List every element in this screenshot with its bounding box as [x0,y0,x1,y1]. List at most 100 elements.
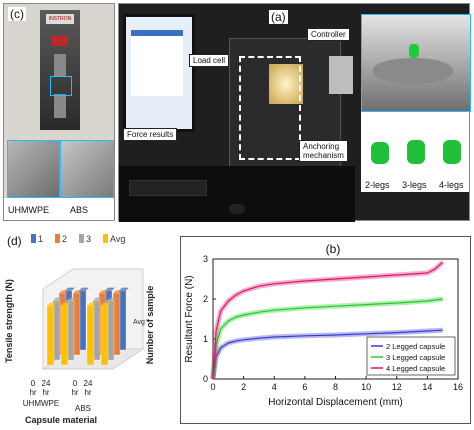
bar-chart-3d: (d) 1 2 3 Avg Tensile strength (N) Number of s… [4,234,155,425]
bar-3d-top [79,287,89,291]
capsule-4-legs [443,140,461,164]
x-tick-label: 14 [422,382,432,392]
legend-entry-d: 2 [62,234,67,244]
series-line-2 [212,298,443,380]
anchoring-line1: Anchoring [303,142,340,151]
x-tick-label: 8 [333,382,338,392]
x-tick-label: 2 [241,382,246,392]
x-tick-label: 12 [392,382,402,392]
z-tick-avg: Avg [133,319,145,326]
callout-controller: Controller [307,28,350,41]
green-capsule-inset [409,44,419,58]
x-tick-label: 16 [453,382,463,392]
y-axis-label: Resultant Force (N) [184,275,195,362]
keyboard [129,180,207,196]
capsule-3-legs [407,140,425,164]
bar-3d-top [65,287,75,291]
bar-3d-top [87,302,97,306]
legend-entry-d: Avg [110,234,125,244]
bar-3d-top [47,302,57,306]
y-tick-label: 1 [203,334,208,344]
label-abs: ABS [70,205,89,215]
monitor-screen-plot [131,30,183,96]
bar-3d [86,305,95,366]
bar-3d [60,305,69,366]
callout-anchoring: Anchoring mechanism [299,140,348,162]
bar-3d-top [101,302,111,306]
y-tick-label: 0 [203,374,208,384]
hour-tick: 0 [73,379,78,388]
x-axis-label: Horizontal Displacement (mm) [268,397,402,408]
x-tick-label: 0 [210,382,215,392]
legend-swatch-d [31,234,36,243]
bar-3d-top [59,290,69,294]
label-3-legs: 3-legs [402,180,427,190]
legend-box [366,336,456,376]
x-axis-label-d: Capsule material [25,415,97,425]
machine-frame [229,38,341,190]
anchoring-line2: mechanism [303,151,344,160]
label-4-legs: 4-legs [439,180,464,190]
load-cell-red [52,36,68,46]
grip-lower [54,94,66,118]
grip-upper [54,54,66,76]
inset-abs [60,140,114,198]
bar-3d-top [53,297,63,301]
bar-3d-top [107,297,117,301]
mouse [229,204,245,214]
panel-b: (b) 0 2 4 6 8 10 12 14 16 0 1 2 3 Horizontal Displacem… [180,236,471,424]
hour-tick: 24 [84,379,93,388]
x-tick-label: 4 [272,382,277,392]
grip-plate [373,58,453,84]
label-uhmwpe: UHMWPE [8,205,49,215]
hour-unit: hr [84,388,91,397]
z-axis-label-d: Number of sample [145,286,155,365]
bar-3d-top [73,290,83,294]
hour-unit: hr [42,388,49,397]
legend-swatch-d [79,234,84,243]
panel-c-photo: INSTRON (c) UHMWPE ABS [3,3,115,221]
legend-entry: 4 Legged capsule [386,364,445,373]
label-2-legs: 2-legs [365,180,390,190]
bar-3d-top [93,297,103,301]
bar-3d [100,305,109,366]
bar-3d-top [105,287,115,291]
bar-3d-top [119,287,129,291]
controller-device [329,56,353,94]
machine-light [269,64,303,104]
bar-3d [46,305,55,366]
panel-d: (d) 1 2 3 Avg Tensile strength (N) Number of s… [3,229,173,425]
legend-entry: 2 Legged capsule [386,342,445,351]
y-axis-label-d: Tensile strength (N) [4,279,14,363]
instron-badge: INSTRON [46,14,74,24]
hour-unit: hr [29,388,36,397]
bar-3d-top [67,297,77,301]
bar-3d-top [61,302,71,306]
panel-d-label: (d) [7,234,22,248]
series-line-1 [212,329,443,380]
hour-tick: 0 [31,379,36,388]
x-tick-label: 10 [361,382,371,392]
legend-entry-d: 1 [38,234,43,244]
series-line-3 [212,261,444,380]
hour-tick: 24 [42,379,51,388]
panel-a-label: (a) [269,10,288,24]
y-tick-label: 2 [203,294,208,304]
hour-unit: hr [71,388,78,397]
chart-title: (b) [326,242,341,256]
material-abs: ABS [75,404,91,413]
inset-strip [4,198,114,220]
callout-force-results: Force results [123,128,178,141]
bar-3d-top [99,290,109,294]
inset-uhmwpe [7,140,60,198]
legend-entry: 3 Legged capsule [386,353,445,362]
bar-3d-top [113,290,123,294]
capsule-highlight [50,76,72,96]
callout-load-cell: Load cell [189,54,230,67]
legend-swatch-d [55,234,60,243]
x-tick-label: 6 [302,382,307,392]
y-tick-label: 3 [203,254,208,264]
legend-entry-d: 3 [86,234,91,244]
material-uhmwpe: UHMWPE [23,399,59,408]
